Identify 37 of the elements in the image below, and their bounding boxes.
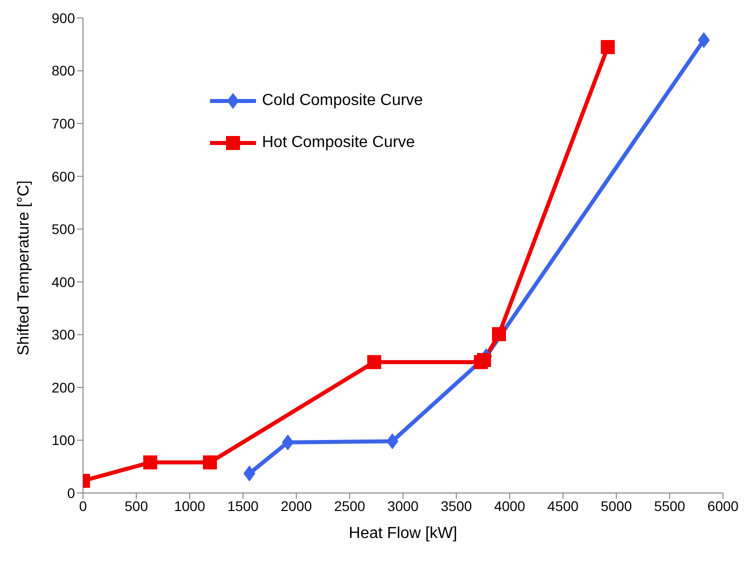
x-tick-label: 2500: [334, 498, 366, 514]
y-tick-label: 400: [52, 274, 76, 290]
x-tick-label: 0: [79, 498, 88, 514]
y-axis-title: Shifted Temperature [°C]: [16, 180, 33, 356]
legend-label: Cold Composite Curve: [262, 92, 423, 110]
x-tick-label: 3000: [387, 498, 419, 514]
x-tick-label: 3500: [440, 498, 472, 514]
y-tick-label: 100: [52, 432, 76, 448]
x-tick-label: 2000: [280, 498, 312, 514]
y-tick-label: 500: [52, 221, 76, 238]
y-tick-label: 900: [52, 10, 76, 26]
y-tick-label: 800: [52, 62, 76, 79]
point: [282, 434, 294, 450]
x-tick-label: 500: [124, 498, 148, 514]
x-tick-label: 5000: [600, 498, 632, 514]
point: [202, 455, 217, 470]
point: [492, 327, 506, 342]
x-tick-label: 4500: [547, 498, 579, 514]
point: [477, 353, 492, 367]
point: [367, 355, 382, 370]
x-tick-label: 6000: [707, 498, 739, 514]
x-axis-title: Heat Flow [kW]: [348, 525, 458, 542]
y-tick-label: 200: [52, 379, 76, 396]
y-tick-label: 300: [52, 326, 76, 343]
y-tick-label: 700: [52, 116, 76, 132]
legend-label: Hot Composite Curve: [262, 134, 415, 152]
y-tick-label: 600: [52, 168, 76, 184]
point: [243, 465, 256, 482]
point: [698, 32, 710, 48]
y-tick-label: 0: [67, 484, 76, 501]
x-tick-label: 4000: [494, 498, 526, 514]
point: [600, 40, 615, 54]
x-tick-label: 5500: [654, 498, 686, 514]
x-tick-label: 1500: [227, 498, 259, 514]
x-tick-label: 1000: [174, 498, 206, 514]
point: [143, 455, 158, 470]
point: [386, 433, 398, 450]
